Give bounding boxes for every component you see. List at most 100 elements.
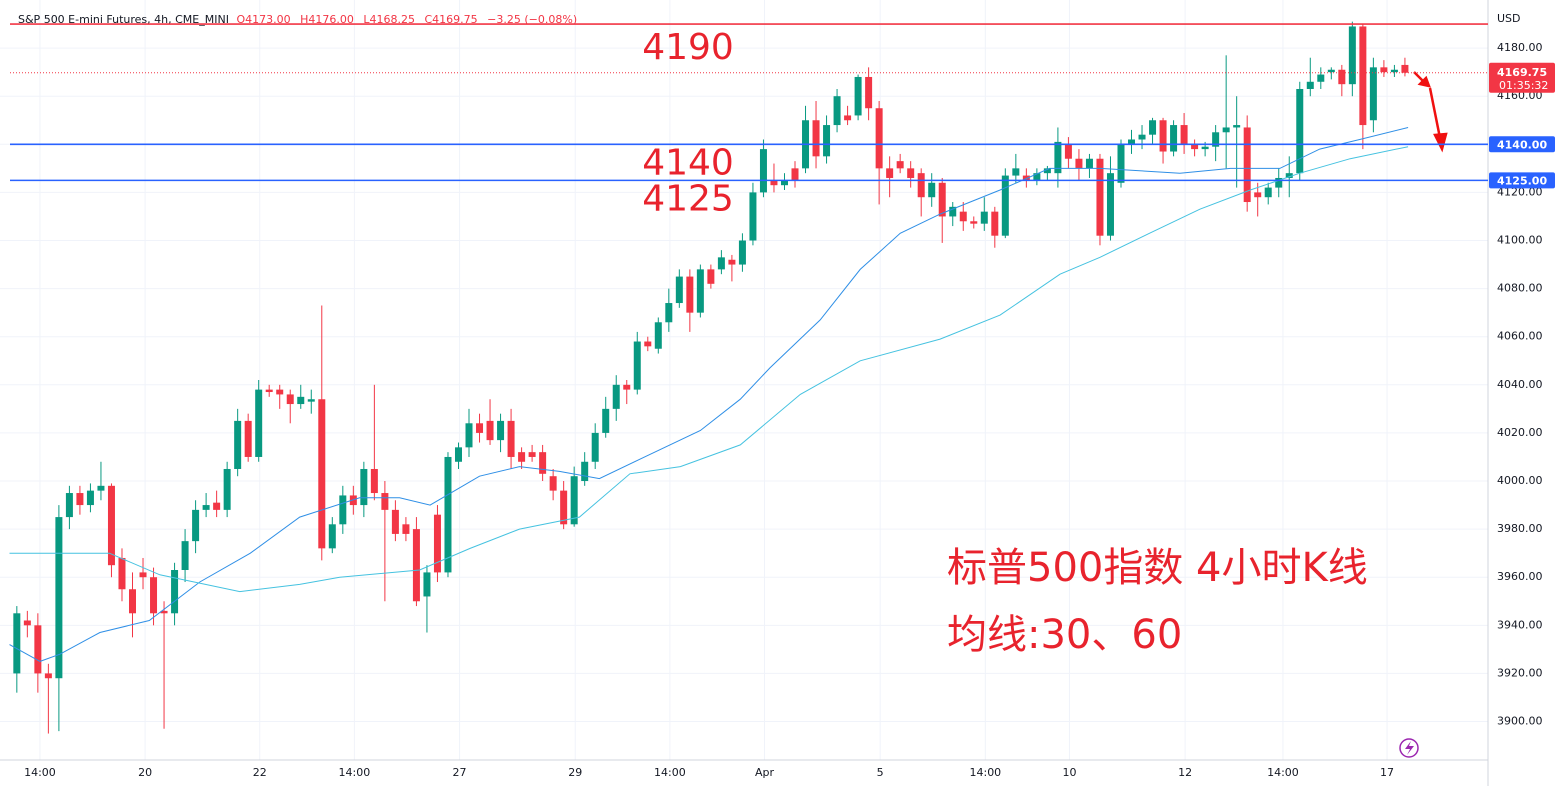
symbol: S&P 500 E-mini Futures, 4h, CME_MINI <box>18 13 229 26</box>
candle-body <box>833 96 841 126</box>
candle-body <box>780 180 788 186</box>
candle-body <box>1380 67 1388 73</box>
candle-body <box>44 673 52 679</box>
candle-body <box>160 610 168 614</box>
candle-body <box>865 76 873 109</box>
candle-body <box>454 447 462 462</box>
candle-body <box>896 161 904 169</box>
candle-body <box>328 524 336 549</box>
candle-body <box>1001 175 1009 236</box>
x-tick-label: 14:00 <box>339 766 371 779</box>
x-tick-label: 27 <box>453 766 467 779</box>
candle-body <box>938 182 946 217</box>
x-tick-label: 14:00 <box>24 766 56 779</box>
candle-body <box>1369 67 1377 121</box>
y-tick-label: 4180.00 <box>1497 41 1543 54</box>
candle-body <box>286 394 294 405</box>
candle-body <box>139 572 147 578</box>
candle-body <box>1327 69 1335 73</box>
candle-body <box>1096 158 1104 236</box>
candle-body <box>875 108 883 169</box>
x-tick-label: 14:00 <box>1267 766 1299 779</box>
y-tick-label: 3980.00 <box>1497 522 1543 535</box>
candle-body <box>55 517 63 679</box>
candle-body <box>276 389 284 395</box>
candle-body <box>612 384 620 409</box>
annotation: 标普500指数 4小时K线 <box>947 545 1368 591</box>
candle-body <box>749 192 757 241</box>
candle-body <box>1275 177 1283 188</box>
y-tick-label: 4060.00 <box>1497 330 1543 343</box>
candle-body <box>391 509 399 534</box>
header: S&P 500 E-mini Futures, 4h, CME_MINI O41… <box>18 13 577 26</box>
candle-body <box>907 168 915 178</box>
candle-body <box>1149 120 1157 135</box>
candle-body <box>759 149 767 193</box>
candle-body <box>770 180 778 186</box>
x-tick-label: 12 <box>1178 766 1192 779</box>
candle-body <box>1317 74 1325 82</box>
candle-body <box>265 389 273 393</box>
candle-body <box>970 221 978 224</box>
last-price-label: 4169.75 <box>1497 66 1547 79</box>
candle-body <box>423 572 431 597</box>
candle-body <box>518 452 526 462</box>
candle-body <box>1022 175 1030 181</box>
candle-body <box>1043 168 1051 174</box>
candle-body <box>1138 134 1146 140</box>
price-tag-label: 4125.00 <box>1497 174 1547 187</box>
level-label: 4140 <box>642 142 734 183</box>
candle-body <box>370 468 378 494</box>
candle-body <box>1296 88 1304 174</box>
alert-bolt[interactable] <box>1405 741 1414 755</box>
candle-body <box>223 468 231 510</box>
currency: USD <box>1497 12 1521 25</box>
candle-body <box>412 529 420 602</box>
price-tag <box>1489 136 1555 153</box>
candle-body <box>854 76 862 116</box>
y-tick-label: 4120.00 <box>1497 185 1543 198</box>
candle-body <box>1212 132 1220 147</box>
candle-body <box>381 493 389 510</box>
candle-body <box>1180 125 1188 145</box>
candle-body <box>497 420 505 441</box>
y-tick-label: 4100.00 <box>1497 234 1543 247</box>
y-tick-label: 4020.00 <box>1497 426 1543 439</box>
candle-body <box>486 420 494 441</box>
ohlc: O4173.00 <box>236 13 290 26</box>
candle-body <box>581 461 589 482</box>
candle-body <box>1170 125 1178 152</box>
annotation: 均线:30、60 <box>947 612 1182 658</box>
candle-body <box>1159 120 1167 152</box>
x-tick-label: 5 <box>877 766 884 779</box>
ohlc: C4169.75 <box>425 13 478 26</box>
y-tick-label: 4080.00 <box>1497 282 1543 295</box>
candle-body <box>23 620 31 626</box>
candle-body <box>150 577 158 614</box>
candle-body <box>1085 158 1093 169</box>
candle-body <box>623 384 631 390</box>
candle-body <box>107 485 115 566</box>
candle-body <box>171 570 179 614</box>
candle-body <box>591 432 599 462</box>
candle-body <box>244 420 252 457</box>
candle-body <box>1054 141 1062 174</box>
candle-body <box>1012 168 1020 176</box>
candle-body <box>738 240 746 265</box>
x-tick-label: 20 <box>138 766 152 779</box>
candle-body <box>717 257 725 270</box>
candle-body <box>202 505 210 510</box>
candle-body <box>465 423 473 448</box>
candle-body <box>318 399 326 549</box>
candle-body <box>1401 64 1409 73</box>
candle-body <box>728 259 736 265</box>
candle-body <box>886 168 894 178</box>
candle-body <box>1359 26 1367 126</box>
candle-body <box>1306 81 1314 89</box>
candle-body <box>570 476 578 525</box>
candle-body <box>696 269 704 313</box>
candle-body <box>560 490 568 525</box>
alert-icon[interactable] <box>1399 738 1419 758</box>
candle-body <box>402 524 410 534</box>
